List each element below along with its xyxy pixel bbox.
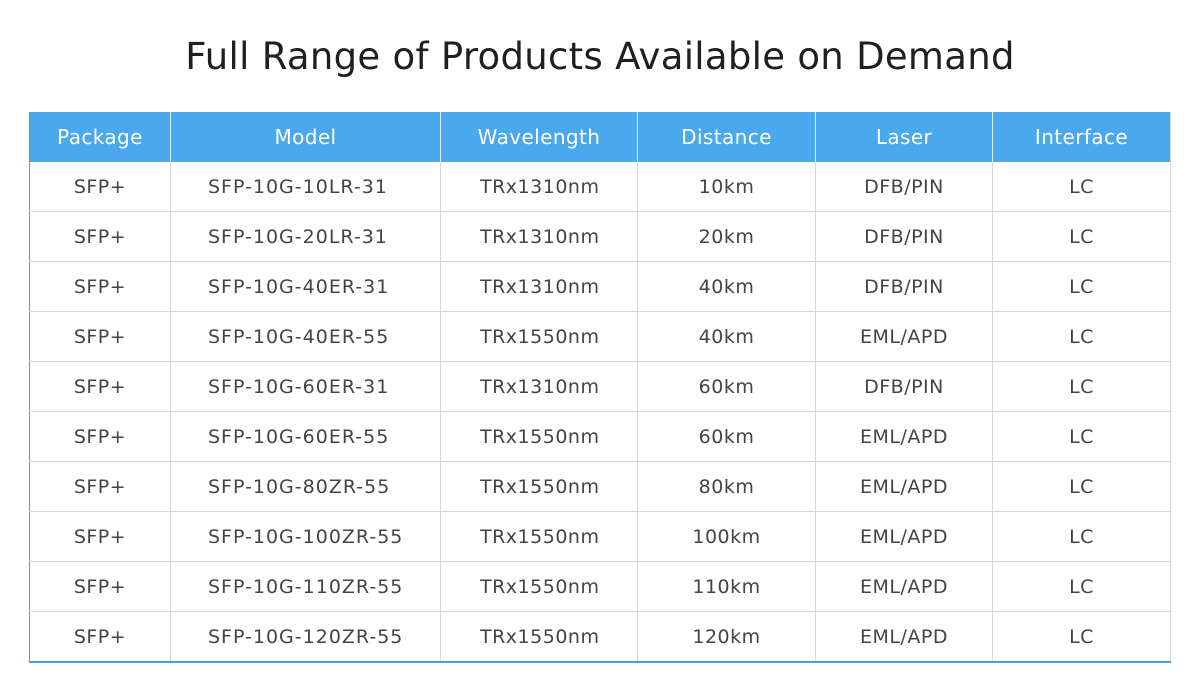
table-row: SFP+ SFP-10G-20LR-31 TRx1310nm 20km DFB/PIN L… bbox=[29, 211, 1171, 262]
header-row: Package Model Wavelength Distance Laser … bbox=[29, 112, 1171, 162]
cell-interface: LC bbox=[992, 561, 1171, 612]
cell-package: SFP+ bbox=[29, 561, 171, 612]
cell-wavelength: TRx1550nm bbox=[440, 411, 638, 462]
cell-package: SFP+ bbox=[29, 511, 171, 562]
cell-model: SFP-10G-120ZR-55 bbox=[170, 611, 441, 662]
cell-laser: EML/APD bbox=[815, 311, 993, 362]
cell-distance: 40km bbox=[637, 311, 816, 362]
table-row: SFP+ SFP-10G-100ZR-55 TRx1550nm 100km EML/AP… bbox=[29, 511, 1171, 562]
cell-package: SFP+ bbox=[29, 211, 171, 262]
cell-distance: 80km bbox=[637, 461, 816, 512]
cell-laser: DFB/PIN bbox=[815, 261, 993, 312]
cell-distance: 110km bbox=[637, 561, 816, 612]
cell-distance: 100km bbox=[637, 511, 816, 562]
cell-laser: EML/APD bbox=[815, 611, 993, 662]
cell-interface: LC bbox=[992, 162, 1171, 212]
header-package: Package bbox=[29, 112, 171, 162]
cell-model: SFP-10G-100ZR-55 bbox=[170, 511, 441, 562]
header-laser: Laser bbox=[815, 112, 993, 162]
cell-interface: LC bbox=[992, 411, 1171, 462]
cell-package: SFP+ bbox=[29, 311, 171, 362]
products-table-container: Package Model Wavelength Distance Laser … bbox=[29, 112, 1171, 663]
cell-laser: DFB/PIN bbox=[815, 361, 993, 412]
cell-model: SFP-10G-10LR-31 bbox=[170, 162, 441, 212]
cell-package: SFP+ bbox=[29, 611, 171, 662]
cell-model: SFP-10G-80ZR-55 bbox=[170, 461, 441, 512]
cell-wavelength: TRx1310nm bbox=[440, 361, 638, 412]
cell-model: SFP-10G-60ER-31 bbox=[170, 361, 441, 412]
table-row: SFP+ SFP-10G-60ER-55 TRx1550nm 60km EML/APD L… bbox=[29, 411, 1171, 462]
cell-model: SFP-10G-40ER-55 bbox=[170, 311, 441, 362]
cell-package: SFP+ bbox=[29, 162, 171, 212]
cell-wavelength: TRx1550nm bbox=[440, 561, 638, 612]
cell-package: SFP+ bbox=[29, 361, 171, 412]
cell-interface: LC bbox=[992, 461, 1171, 512]
header-wavelength: Wavelength bbox=[440, 112, 638, 162]
cell-interface: LC bbox=[1069, 625, 1094, 648]
page-title: Full Range of Products Available on Dema… bbox=[185, 35, 1015, 78]
cell-distance: 60km bbox=[637, 361, 816, 412]
cell-laser: EML/APD bbox=[815, 561, 993, 612]
cell-package: SFP+ bbox=[29, 411, 171, 462]
table-header: Package Model Wavelength Distance Laser … bbox=[29, 112, 1171, 162]
cell-interface: LC bbox=[992, 511, 1171, 562]
cell-distance: 60km bbox=[637, 411, 816, 462]
header-model: Model bbox=[170, 112, 441, 162]
cell-distance: 20km bbox=[637, 211, 816, 262]
cell-wavelength: TRx1310nm bbox=[440, 261, 638, 312]
table-row: SFP+ SFP-10G-80ZR-55 TRx1550nm 80km EML/APD L… bbox=[29, 461, 1171, 512]
cell-laser: EML/APD bbox=[815, 411, 993, 462]
cell-package: SFP+ bbox=[29, 261, 171, 312]
cell-interface: LC bbox=[992, 211, 1171, 262]
table-row: SFP+ SFP-10G-60ER-31 TRx1310nm 60km DFB/PIN L… bbox=[29, 361, 1171, 412]
table-body: SFP+ SFP-10G-10LR-31 TRx1310nm 10km DFB/PIN L… bbox=[29, 162, 1171, 662]
cell-interface: LC bbox=[992, 311, 1171, 362]
cell-wavelength: TRx1310nm bbox=[440, 162, 638, 212]
table-row: SFP+ SFP-10G-10LR-31 TRx1310nm 10km DFB/PIN L… bbox=[29, 162, 1171, 212]
cell-model: SFP-10G-40ER-31 bbox=[170, 261, 441, 312]
cell-package: SFP+ bbox=[29, 461, 171, 512]
cell-laser: EML/APD bbox=[815, 461, 993, 512]
header-distance: Distance bbox=[637, 112, 816, 162]
table-row: SFP+ SFP-10G-110ZR-55 TRx1550nm 110km EML/AP… bbox=[29, 561, 1171, 612]
cell-distance: 120km bbox=[637, 611, 816, 662]
cell-wavelength: TRx1550nm bbox=[440, 511, 638, 562]
cell-wavelength: TRx1550nm bbox=[440, 611, 638, 662]
cell-wavelength: TRx1550nm bbox=[440, 311, 638, 362]
cell-wavelength: TRx1310nm bbox=[440, 211, 638, 262]
cell-laser: DFB/PIN bbox=[815, 162, 993, 212]
cell-interface: LC bbox=[992, 261, 1171, 312]
cell-model: SFP-10G-110ZR-55 bbox=[170, 561, 441, 612]
cell-wavelength: TRx1550nm bbox=[440, 461, 638, 512]
cell-interface: LC bbox=[992, 361, 1171, 412]
table-row: SFP+ SFP-10G-40ER-55 TRx1550nm 40km EML/APD L… bbox=[29, 311, 1171, 362]
table-row: SFP+ SFP-10G-40ER-31 TRx1310nm 40km DFB/PIN L… bbox=[29, 261, 1171, 312]
cell-model: SFP-10G-60ER-55 bbox=[170, 411, 441, 462]
cell-distance: 40km bbox=[637, 261, 816, 312]
header-interface: Interface bbox=[992, 112, 1171, 162]
table-row: SFP+ SFP-10G-120ZR-55 TRx1550nm 120km EML/AP… bbox=[29, 611, 1171, 662]
cell-laser: EML/APD bbox=[815, 511, 993, 562]
products-table: Package Model Wavelength Distance Laser … bbox=[29, 112, 1171, 663]
cell-model: SFP-10G-20LR-31 bbox=[170, 211, 441, 262]
cell-distance: 10km bbox=[637, 162, 816, 212]
cell-laser: DFB/PIN bbox=[815, 211, 993, 262]
